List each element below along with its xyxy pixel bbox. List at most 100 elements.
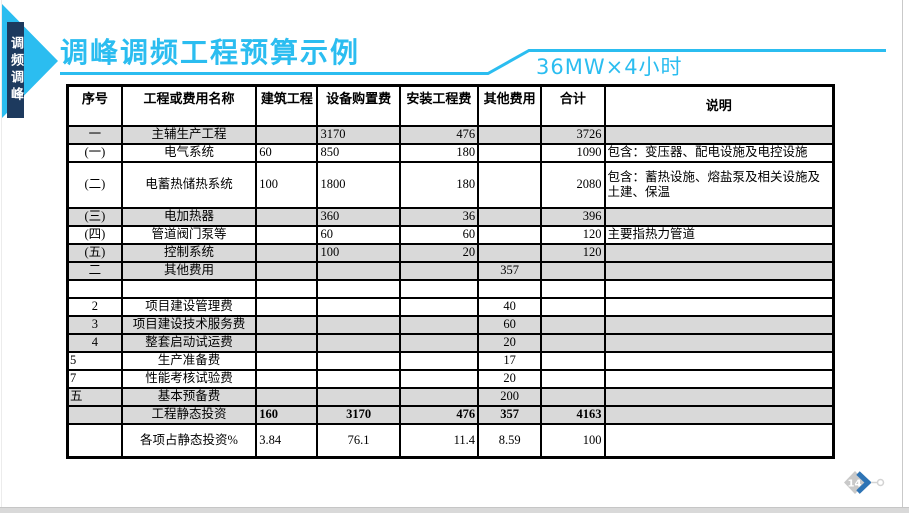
table-cell: 180 <box>398 142 480 163</box>
table-cell: 160 <box>255 404 319 425</box>
table-cell: (二) <box>66 160 123 209</box>
table-cell <box>540 278 606 299</box>
table-cell: 476 <box>398 404 480 425</box>
table-cell: 3170 <box>316 124 401 145</box>
table-cell <box>316 332 401 353</box>
table-cell: 60 <box>255 142 319 163</box>
table-cell <box>603 242 835 263</box>
column-header: 序号 <box>66 84 123 127</box>
table-cell: 3726 <box>540 124 606 145</box>
table-cell <box>255 260 319 281</box>
table-cell <box>603 404 835 425</box>
column-header: 说明 <box>603 84 835 127</box>
table-cell <box>255 124 319 145</box>
nav-dot-icon <box>876 478 885 487</box>
table-cell <box>255 296 319 317</box>
table-cell <box>398 296 480 317</box>
table-cell <box>603 386 835 407</box>
table-cell: 76.1 <box>316 422 401 459</box>
table-row: 3 项目建设技术服务费 60 <box>66 314 835 335</box>
table-cell <box>477 242 543 263</box>
table-cell <box>255 332 319 353</box>
table-cell: 管道阀门泵等 <box>120 224 258 245</box>
table-cell <box>398 278 480 299</box>
table-cell: 100 <box>316 242 401 263</box>
table-cell <box>255 278 319 299</box>
table-cell: 8.59 <box>477 422 543 459</box>
table-cell <box>540 332 606 353</box>
table-row: 工程静态投资 160 3170 476 357 4163 <box>66 404 835 425</box>
table-cell: 二 <box>66 260 123 281</box>
table-cell: 120 <box>540 224 606 245</box>
table-cell: 项目建设技术服务费 <box>120 314 258 335</box>
table-cell <box>603 124 835 145</box>
page-number-emblem: 14 <box>844 471 885 494</box>
table-cell: 1090 <box>540 142 606 163</box>
table-cell <box>316 386 401 407</box>
table-cell: 5 <box>66 350 123 371</box>
table-cell: 4 <box>66 332 123 353</box>
table-row: 五基本预备费 200 <box>66 386 835 407</box>
table-cell <box>398 332 480 353</box>
table-cell: 电加热器 <box>120 206 258 227</box>
table-cell <box>255 224 319 245</box>
table-cell: 850 <box>316 142 401 163</box>
table-cell <box>540 368 606 389</box>
table-cell: 60 <box>398 224 480 245</box>
table-cell <box>603 332 835 353</box>
table-cell: 476 <box>398 124 480 145</box>
table-cell <box>255 350 319 371</box>
table-cell: (一) <box>66 142 123 163</box>
table-cell <box>316 296 401 317</box>
table-cell <box>603 368 835 389</box>
table-cell <box>398 368 480 389</box>
table-cell: 3170 <box>316 404 401 425</box>
table-cell: 项目建设管理费 <box>120 296 258 317</box>
table-cell <box>316 350 401 371</box>
table-cell <box>603 206 835 227</box>
table-cell: 40 <box>477 296 543 317</box>
table-row: 5 生产准备费 17 <box>66 350 835 371</box>
table-cell: 60 <box>316 224 401 245</box>
table-cell <box>477 206 543 227</box>
slide-right-edge <box>902 0 903 507</box>
table-row: (一) 电气系统 60 850 180 1090 包含：变压器、配电设施及电控设施 <box>66 142 835 163</box>
table-row: 一主辅生产工程 3170 476 3726 <box>66 124 835 145</box>
page-number: 14 <box>848 479 862 490</box>
table-cell: 电气系统 <box>120 142 258 163</box>
table-cell <box>255 314 319 335</box>
table-cell <box>603 422 835 459</box>
table-cell <box>316 314 401 335</box>
table-row: (四) 管道阀门泵等 60 60 120 主要指热力管道 <box>66 224 835 245</box>
table-header-row: 序号 工程或费用名称 建筑工程 设备购置费 安装工程费 其他费用 合计 说明 <box>66 84 835 127</box>
table-row <box>66 278 835 299</box>
column-header: 工程或费用名称 <box>120 84 258 127</box>
table-cell: 3 <box>66 314 123 335</box>
table-cell <box>477 160 543 209</box>
table-cell: 4163 <box>540 404 606 425</box>
budget-table: 序号 工程或费用名称 建筑工程 设备购置费 安装工程费 其他费用 合计 说明 一主辅生产工程 3… <box>66 84 835 459</box>
table-cell: 36 <box>398 206 480 227</box>
table-cell: 一 <box>66 124 123 145</box>
table-cell: 生产准备费 <box>120 350 258 371</box>
table-cell: (四) <box>66 224 123 245</box>
table-row: (五) 控制系统 100 20 120 <box>66 242 835 263</box>
table-cell <box>66 278 123 299</box>
table-cell <box>398 314 480 335</box>
page-title: 调峰调频工程预算示例 <box>60 36 361 69</box>
table-cell <box>66 422 123 459</box>
table-cell: 396 <box>540 206 606 227</box>
table-cell <box>540 260 606 281</box>
table-cell <box>255 242 319 263</box>
table-cell: 20 <box>477 368 543 389</box>
capacity-label: 36MW×4小时 <box>536 55 683 79</box>
table-cell <box>603 350 835 371</box>
table-cell: 整套启动试运费 <box>120 332 258 353</box>
table-cell <box>398 350 480 371</box>
table-cell <box>540 314 606 335</box>
table-cell: 360 <box>316 206 401 227</box>
table-cell <box>603 296 835 317</box>
table-cell <box>540 296 606 317</box>
table-cell: 各项占静态投资% <box>120 422 258 459</box>
